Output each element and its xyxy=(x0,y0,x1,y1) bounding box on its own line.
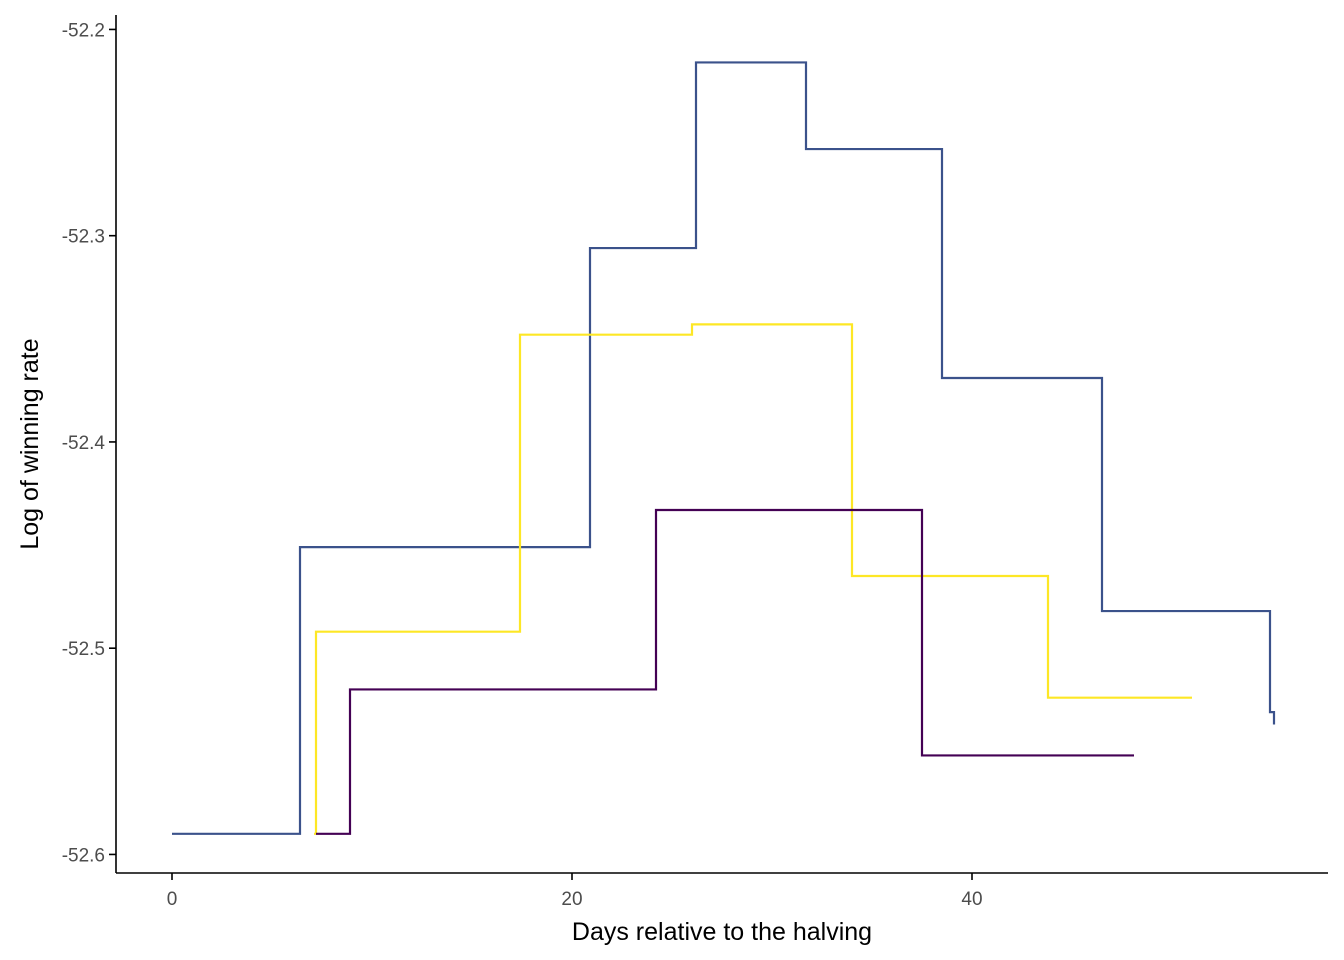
series-line-2 xyxy=(314,323,1192,835)
y-tick-label: -52.2 xyxy=(62,20,105,41)
x-tick-label: 20 xyxy=(561,889,582,910)
y-tick-label: -52.3 xyxy=(62,227,105,248)
y-axis-ticks: -52.6 -52.5 -52.4 -52.3 -52.2 xyxy=(62,20,116,866)
y-tick-label: -52.6 xyxy=(62,845,105,866)
y-tick-label: -52.5 xyxy=(62,639,105,660)
series-line-1 xyxy=(172,61,1276,835)
x-axis-title: Days relative to the halving xyxy=(572,918,872,946)
x-tick-label: 40 xyxy=(961,889,982,910)
x-axis-ticks: 0 20 40 xyxy=(167,873,983,910)
series-line-3 xyxy=(316,508,1134,835)
y-axis-title: Log of winning rate xyxy=(16,338,44,549)
x-tick-label: 0 xyxy=(167,889,178,910)
series-layer xyxy=(172,61,1276,835)
y-tick-label: -52.4 xyxy=(62,433,106,454)
